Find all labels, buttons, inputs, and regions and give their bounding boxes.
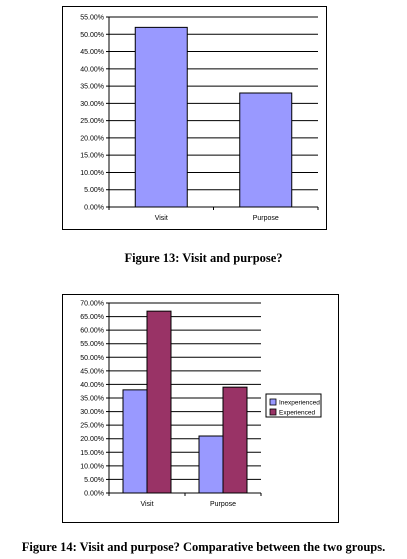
fig13-x-tick-label: Visit — [155, 215, 168, 222]
fig13-x-tick-label: Purpose — [253, 215, 279, 222]
figure-14-caption: Figure 14: Visit and purpose? Comparativ… — [21, 540, 386, 554]
fig13-y-tick-label: 15.00% — [80, 153, 104, 160]
fig14-y-tick-label: 60.00% — [80, 328, 104, 335]
fig14-legend-swatch — [269, 398, 277, 406]
fig14-legend-label: Experienced — [279, 410, 316, 417]
fig14-y-tick-label: 30.00% — [80, 409, 104, 416]
fig13-y-tick-label: 30.00% — [80, 101, 104, 108]
figure-14-chart: 0.00% 5.00% 10.00% 15.00% 20.00% 25.00% 30.00%… — [62, 294, 339, 523]
figure-13-svg: 0.00% 5.00% 10.00% 15.00% 20.00% 25.00% 30.00%… — [80, 15, 319, 222]
fig14-bar-purpose-s1 — [222, 386, 248, 494]
fig14-y-tick-label: 5.00% — [84, 477, 104, 484]
fig13-y-tick-label: 25.00% — [80, 118, 104, 125]
fig14-y-tick-label: 70.00% — [80, 301, 104, 308]
fig14-y-tick-label: 40.00% — [80, 382, 104, 389]
fig14-y-tick-label: 10.00% — [80, 463, 104, 470]
fig13-y-tick-label: 55.00% — [80, 15, 104, 22]
fig14-y-tick-label: 15.00% — [80, 450, 104, 457]
fig13-y-tick-label: 35.00% — [80, 84, 104, 91]
fig13-y-tick-label: 40.00% — [80, 66, 104, 73]
fig14-legend-label: Inexperienced — [279, 400, 320, 407]
fig13-bar-visit — [134, 26, 188, 208]
fig13-y-tick-label: 0.00% — [84, 205, 104, 212]
fig14-y-tick-label: 20.00% — [80, 436, 104, 443]
fig13-y-tick-label: 20.00% — [80, 135, 104, 142]
fig13-y-tick-label: 5.00% — [84, 187, 104, 194]
fig14-x-tick-label: Purpose — [210, 501, 236, 508]
fig14-y-tick-label: 25.00% — [80, 423, 104, 430]
fig13-bar-purpose — [239, 92, 293, 208]
fig14-bar-visit-s1 — [146, 310, 172, 494]
fig14-y-tick-label: 0.00% — [84, 491, 104, 498]
figure-13-chart: 0.00% 5.00% 10.00% 15.00% 20.00% 25.00% 30.00%… — [62, 6, 327, 230]
fig14-bar-visit-s0 — [122, 389, 148, 494]
fig13-y-tick-label: 45.00% — [80, 49, 104, 56]
fig14-y-tick-label: 50.00% — [80, 355, 104, 362]
fig14-y-tick-label: 45.00% — [80, 368, 104, 375]
fig14-bar-purpose-s0 — [198, 435, 224, 494]
fig14-y-tick-label: 35.00% — [80, 396, 104, 403]
fig13-y-tick-label: 50.00% — [80, 32, 104, 39]
fig14-y-tick-label: 65.00% — [80, 314, 104, 321]
fig14-legend-swatch — [269, 408, 277, 416]
fig14-y-tick-label: 55.00% — [80, 341, 104, 348]
figure-14-svg: 0.00% 5.00% 10.00% 15.00% 20.00% 25.00% 30.00%… — [80, 301, 322, 508]
fig14-legend — [265, 393, 322, 418]
fig13-y-tick-label: 10.00% — [80, 170, 104, 177]
fig14-x-tick-label: Visit — [140, 501, 153, 508]
figure-13-caption: Figure 13: Visit and purpose? — [124, 251, 283, 265]
